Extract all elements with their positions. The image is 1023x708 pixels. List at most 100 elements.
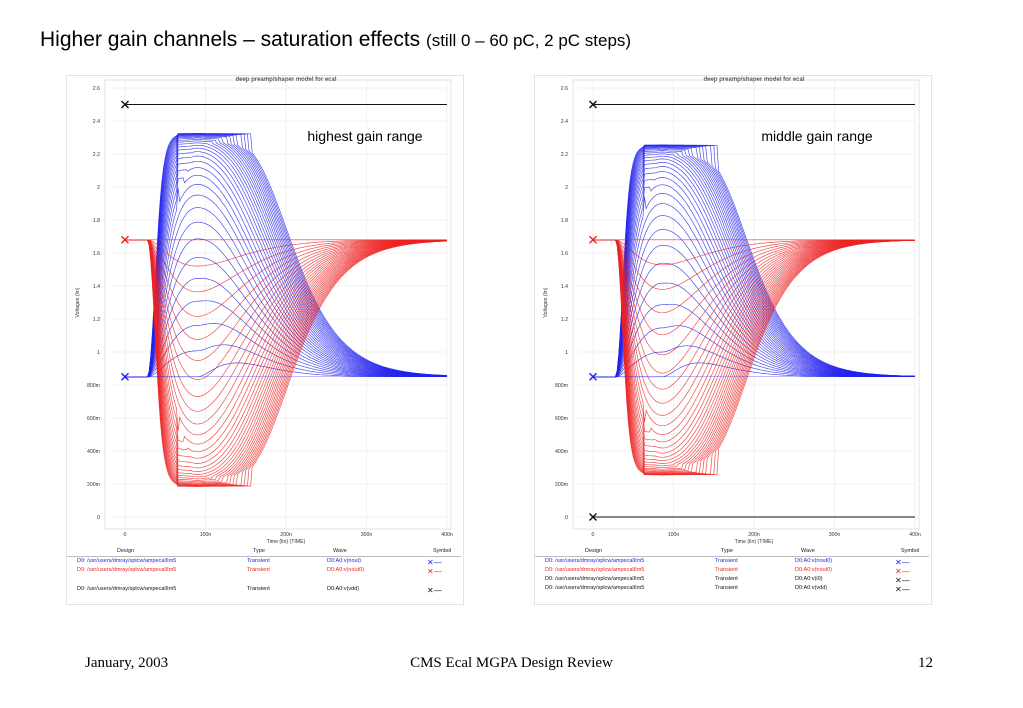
legend-header-cell: Type xyxy=(721,548,733,554)
legend-design: D0: /usr/users/dmray/splcw/ampecalIIm5 xyxy=(545,585,645,591)
x-tick-label: 400n xyxy=(441,532,453,538)
x-axis-label: Time (lin) (TIME) xyxy=(735,539,774,545)
red-trace xyxy=(125,239,448,487)
red-trace xyxy=(593,239,916,476)
legend-symbol-icon: ✕— xyxy=(427,558,442,567)
trace-start-marker xyxy=(121,235,129,244)
x-tick-label: 200n xyxy=(280,532,292,538)
trace-start-marker xyxy=(589,235,597,244)
chart-legend-middle-gain: Design Type Wave Symbol D0: /usr/users/dmray… xyxy=(535,546,929,602)
legend-symbol-icon: ✕— xyxy=(895,585,910,594)
legend-wave: D0:A0:v(nout) xyxy=(327,558,361,564)
y-tick-label: 1 xyxy=(97,350,100,356)
x-tick-label: 400n xyxy=(909,532,921,538)
trace-start-marker xyxy=(589,513,597,521)
marker-stroke xyxy=(121,100,129,109)
y-tick-label: 2.2 xyxy=(561,152,568,158)
y-tick-label: 200m xyxy=(555,482,568,488)
y-axis-label: Voltages (lin) xyxy=(543,287,549,317)
marker-stroke xyxy=(589,100,597,109)
legend-wave: D0:A0:v(vdd) xyxy=(327,586,360,592)
red-series xyxy=(593,239,916,476)
chart-legend-highest-gain: Design Type Wave Symbol D0: /usr/users/dmray… xyxy=(67,546,461,602)
slide-title-main: Higher gain channels – saturation effect… xyxy=(40,28,427,51)
legend-wave: D0:A0:v(nout0) xyxy=(327,567,364,573)
footer-page-number: 12 xyxy=(918,655,933,671)
y-tick-label: 1.4 xyxy=(93,284,100,290)
y-tick-label: 400m xyxy=(87,449,100,455)
slide-title: Higher gain channels – saturation effect… xyxy=(40,28,631,52)
y-tick-label: 1.8 xyxy=(93,218,100,224)
marker-stroke xyxy=(589,372,597,381)
y-tick-label: 0 xyxy=(565,515,568,521)
y-tick-label: 600m xyxy=(87,416,100,422)
y-axis-label: Voltages (lin) xyxy=(75,287,81,317)
x-tick-label: 300n xyxy=(361,532,373,538)
trace-start-marker xyxy=(121,372,129,381)
marker-stroke xyxy=(121,235,129,244)
y-tick-label: 400m xyxy=(555,449,568,455)
legend-design: D0: /usr/users/dmray/splcw/ampecalIIm5 xyxy=(545,558,645,564)
legend-symbol-icon: ✕— xyxy=(427,567,442,576)
red-series xyxy=(125,239,448,487)
y-tick-label: 2.2 xyxy=(93,152,100,158)
legend-symbol-icon: ✕— xyxy=(895,576,910,585)
y-tick-label: 1.2 xyxy=(561,317,568,323)
footer-date: January, 2003 xyxy=(85,655,169,671)
y-tick-label: 200m xyxy=(87,482,100,488)
legend-wave: D0:A0:v(i0) xyxy=(795,576,823,582)
marker-stroke xyxy=(121,372,129,381)
legend-header-cell: Symbol xyxy=(433,548,452,554)
legend-header xyxy=(535,548,929,557)
legend-header xyxy=(67,548,461,557)
y-tick-label: 1.2 xyxy=(93,317,100,323)
legend-header-cell: Wave xyxy=(801,548,815,554)
y-tick-label: 2 xyxy=(565,185,568,191)
legend-header-cell: Symbol xyxy=(901,548,920,554)
plot-frame xyxy=(104,79,452,530)
y-tick-label: 2.4 xyxy=(561,119,568,125)
trace-start-marker xyxy=(589,372,597,381)
plot-frame xyxy=(572,79,920,530)
y-tick-label: 1 xyxy=(565,350,568,356)
trace-start-marker xyxy=(121,100,129,109)
legend-type: Transient xyxy=(247,558,270,564)
legend-design: D0: /usr/users/dmray/splcw/ampecalIIm5 xyxy=(77,586,177,592)
legend-type: Transient xyxy=(715,585,738,591)
legend-row: D0: /usr/users/dmray/splcw/ampecalIIm5 Tr… xyxy=(535,567,929,576)
legend-type: Transient xyxy=(247,567,270,573)
legend-header-cell: Design xyxy=(585,548,603,554)
legend-symbol-icon: ✕— xyxy=(895,567,910,576)
y-tick-label: 2.4 xyxy=(93,119,100,125)
marker-stroke xyxy=(589,235,597,244)
waveform-chart-middle-gain: deep preamp/shaper model for ecal0200m40… xyxy=(543,77,921,545)
legend-type: Transient xyxy=(247,586,270,592)
legend-wave: D0:A0:v(nout0) xyxy=(795,558,832,564)
chart-panel-highest-gain: deep preamp/shaper model for ecal 0 200m 40… xyxy=(66,75,464,605)
blue-trace xyxy=(593,144,915,378)
x-tick-label: 200n xyxy=(748,532,760,538)
gain-range-annotation: highest gain range xyxy=(307,128,422,144)
y-tick-label: 1.6 xyxy=(561,251,568,257)
legend-design: D0: /usr/users/dmray/splcw/ampecalIIm5 xyxy=(77,558,177,564)
chart-panel-middle-gain: deep preamp/shaper model for ecal 0 200m 40… xyxy=(534,75,932,605)
legend-design: D0: /usr/users/dmray/splcw/ampecalIIm5 xyxy=(545,567,645,573)
legend-symbol-icon: ✕— xyxy=(895,558,910,567)
legend-row: D0: /usr/users/dmray/splcw/ampecalIIm5 Tr… xyxy=(535,558,929,567)
legend-row: D0: /usr/users/dmray/splcw/ampecalIIm5 Tr… xyxy=(535,585,929,594)
legend-symbol-icon: ✕— xyxy=(427,586,442,595)
legend-type: Transient xyxy=(715,558,738,564)
blue-trace xyxy=(125,133,448,378)
waveform-chart-highest-gain: deep preamp/shaper model for ecal0200m40… xyxy=(75,77,453,545)
x-axis-label: Time (lin) (TIME) xyxy=(267,539,306,545)
legend-type: Transient xyxy=(715,576,738,582)
legend-wave: D0:A0:v(nout0) xyxy=(795,567,832,573)
x-tick-label: 300n xyxy=(829,532,841,538)
x-tick-label: 100n xyxy=(668,532,680,538)
y-tick-label: 2.6 xyxy=(93,86,100,92)
legend-header-cell: Wave xyxy=(333,548,347,554)
legend-header-cell: Type xyxy=(253,548,265,554)
legend-type: Transient xyxy=(715,567,738,573)
y-tick-label: 800m xyxy=(555,383,568,389)
y-tick-label: 1.8 xyxy=(561,218,568,224)
